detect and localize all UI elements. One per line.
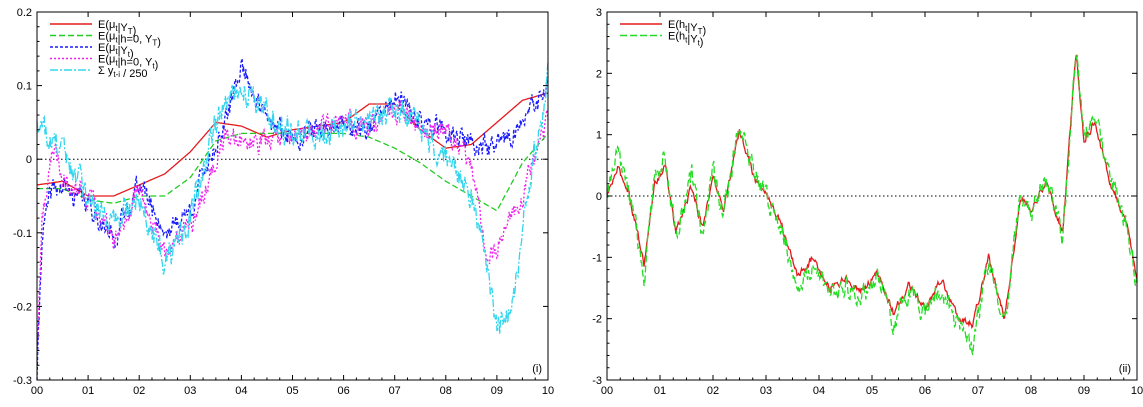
x-tick-label: 10 — [1131, 385, 1143, 397]
panel-label: (i) — [532, 363, 542, 375]
panel-label: (ii) — [1119, 363, 1131, 375]
x-tick-label: 03 — [760, 385, 772, 397]
panel-ii: 00 01 02 03 04 05 06 07 08 09 10-3-2-10123E(ht|YT)… — [592, 7, 1143, 397]
series-line-0 — [36, 92, 549, 197]
legend-label-4: Σ yt-i / 250 — [98, 65, 148, 80]
x-tick-label: 02 — [707, 385, 719, 397]
x-tick-label: 00 — [601, 385, 613, 397]
y-tick-label: 0 — [26, 154, 32, 166]
y-tick-label: -0.3 — [13, 375, 32, 387]
x-tick-label: 07 — [389, 385, 401, 397]
x-tick-label: 01 — [82, 385, 94, 397]
x-tick-label: 05 — [286, 385, 298, 397]
x-tick-label: 02 — [133, 385, 145, 397]
series-line-4 — [36, 61, 549, 334]
x-tick-label: 03 — [184, 385, 196, 397]
x-tick-label: 08 — [440, 385, 452, 397]
x-tick-label: 07 — [972, 385, 984, 397]
series-line-1 — [606, 54, 1138, 356]
y-tick-label: 0.2 — [17, 7, 32, 19]
x-tick-label: 09 — [491, 385, 503, 397]
x-tick-label: 09 — [1078, 385, 1090, 397]
x-tick-label: 10 — [542, 385, 554, 397]
legend-label-1: E(μt|h=0, YT) — [98, 31, 161, 49]
x-tick-label: 06 — [919, 385, 931, 397]
x-tick-label: 06 — [337, 385, 349, 397]
legend-label-0: E(ht|YT) — [668, 19, 706, 37]
x-tick-label: 00 — [31, 385, 43, 397]
y-tick-label: -0.1 — [13, 228, 32, 240]
y-tick-label: -3 — [592, 375, 602, 387]
y-tick-label: 3 — [596, 7, 602, 19]
x-tick-label: 05 — [866, 385, 878, 397]
x-tick-label: 01 — [654, 385, 666, 397]
y-tick-label: 2 — [596, 68, 602, 80]
y-tick-label: 1 — [596, 130, 602, 142]
y-tick-label: -1 — [592, 252, 602, 264]
x-tick-label: 04 — [235, 385, 247, 397]
y-tick-label: -0.2 — [13, 301, 32, 313]
legend-label-3: E(μt|h=0, Yt) — [98, 54, 158, 72]
series-line-2 — [36, 58, 549, 381]
legend-label-2: E(μt|Yt) — [98, 42, 134, 60]
y-tick-label: -2 — [592, 314, 602, 326]
x-tick-label: 04 — [813, 385, 825, 397]
y-tick-label: 0 — [596, 191, 602, 203]
x-tick-label: 08 — [1025, 385, 1037, 397]
panel-i: 00 01 02 03 04 05 06 07 08 09 10 -0.3 -0.2 -0.1 0 0.1 0.… — [13, 7, 554, 397]
y-tick-label: 0.1 — [17, 81, 32, 93]
legend-label-1: E(ht|Yt) — [668, 31, 703, 49]
legend-label-0: E(μt|YT) — [98, 19, 136, 37]
